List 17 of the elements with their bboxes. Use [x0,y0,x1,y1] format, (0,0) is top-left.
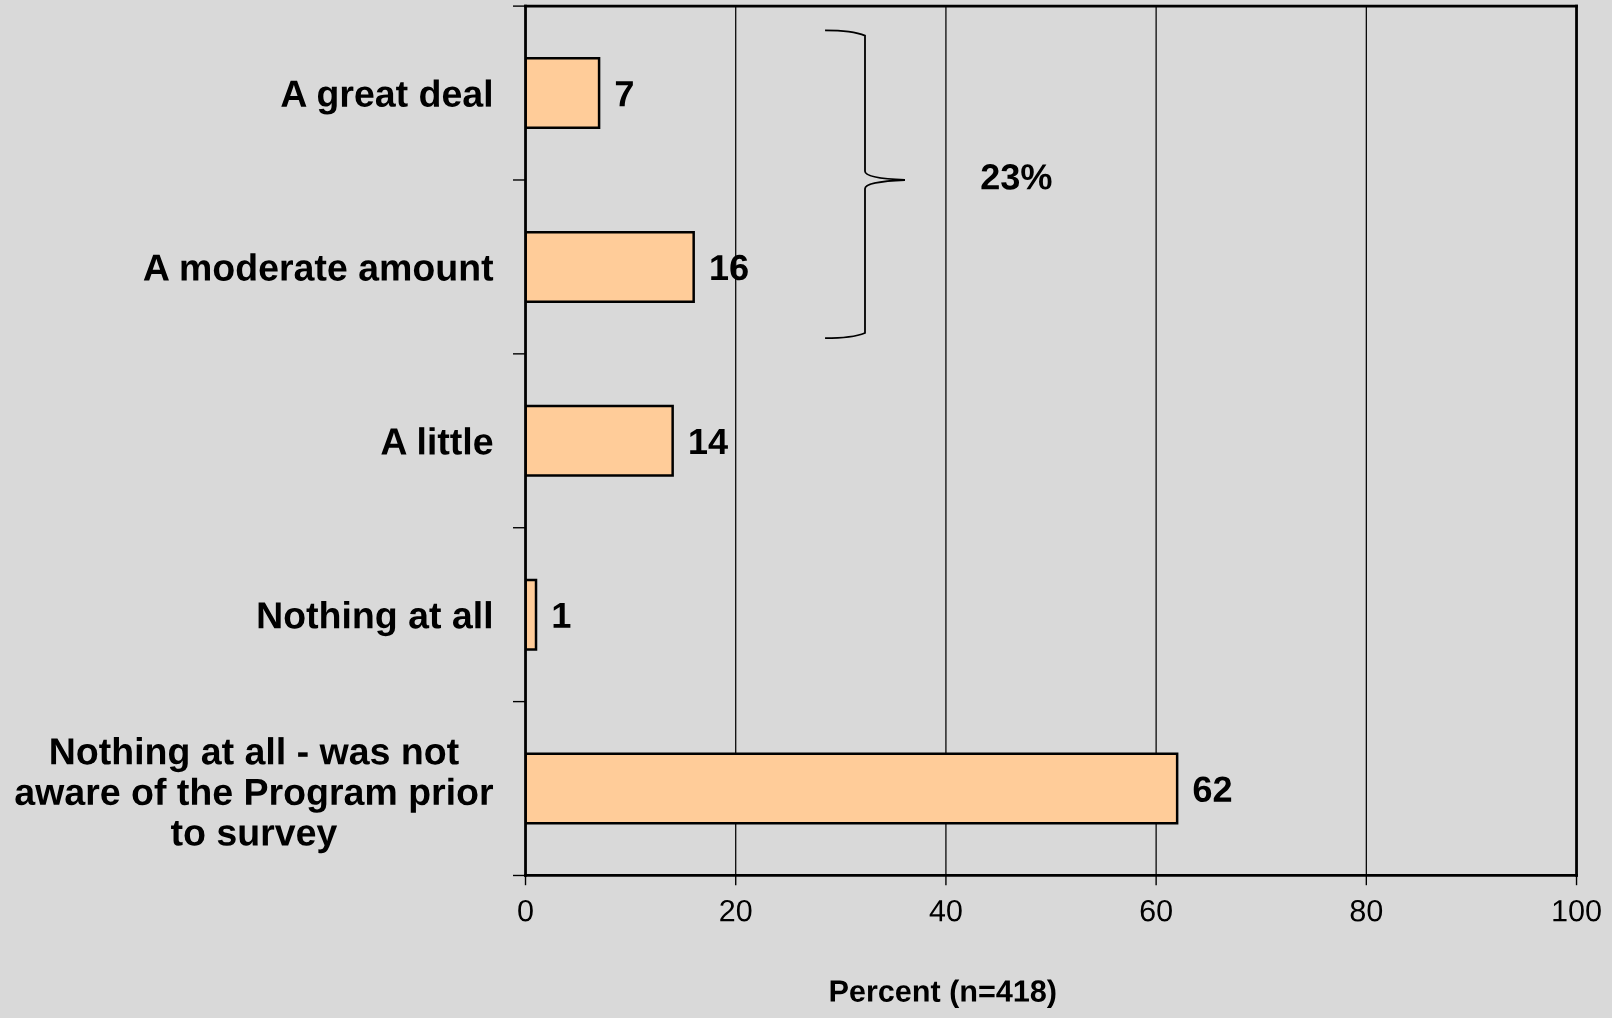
y-tick-label: A little [381,427,493,455]
x-tick-label: 0 [518,899,533,922]
data-label: 7 [615,81,633,107]
x-tick-label: 20 [720,899,752,922]
y-tick-label: A great deal [281,79,491,115]
x-tick-label: 40 [929,899,962,922]
y-tick-label: Nothing at all [258,601,491,637]
x-tick-label: 80 [1350,899,1383,922]
annotation: 23% [981,164,1052,190]
y-tick-label: A moderate amount [143,253,494,281]
x-axis-title: Percent (n=418) [830,979,1056,1008]
y-tick-label: Nothing at all - was not aware of the Program prior to survey [15,737,494,854]
data-label: 14 [690,429,728,454]
data-label: 1 [553,602,571,628]
data-label: 62 [1193,776,1232,802]
x-tick-label: 60 [1140,899,1172,922]
x-tick-label: 100 [1553,899,1601,922]
